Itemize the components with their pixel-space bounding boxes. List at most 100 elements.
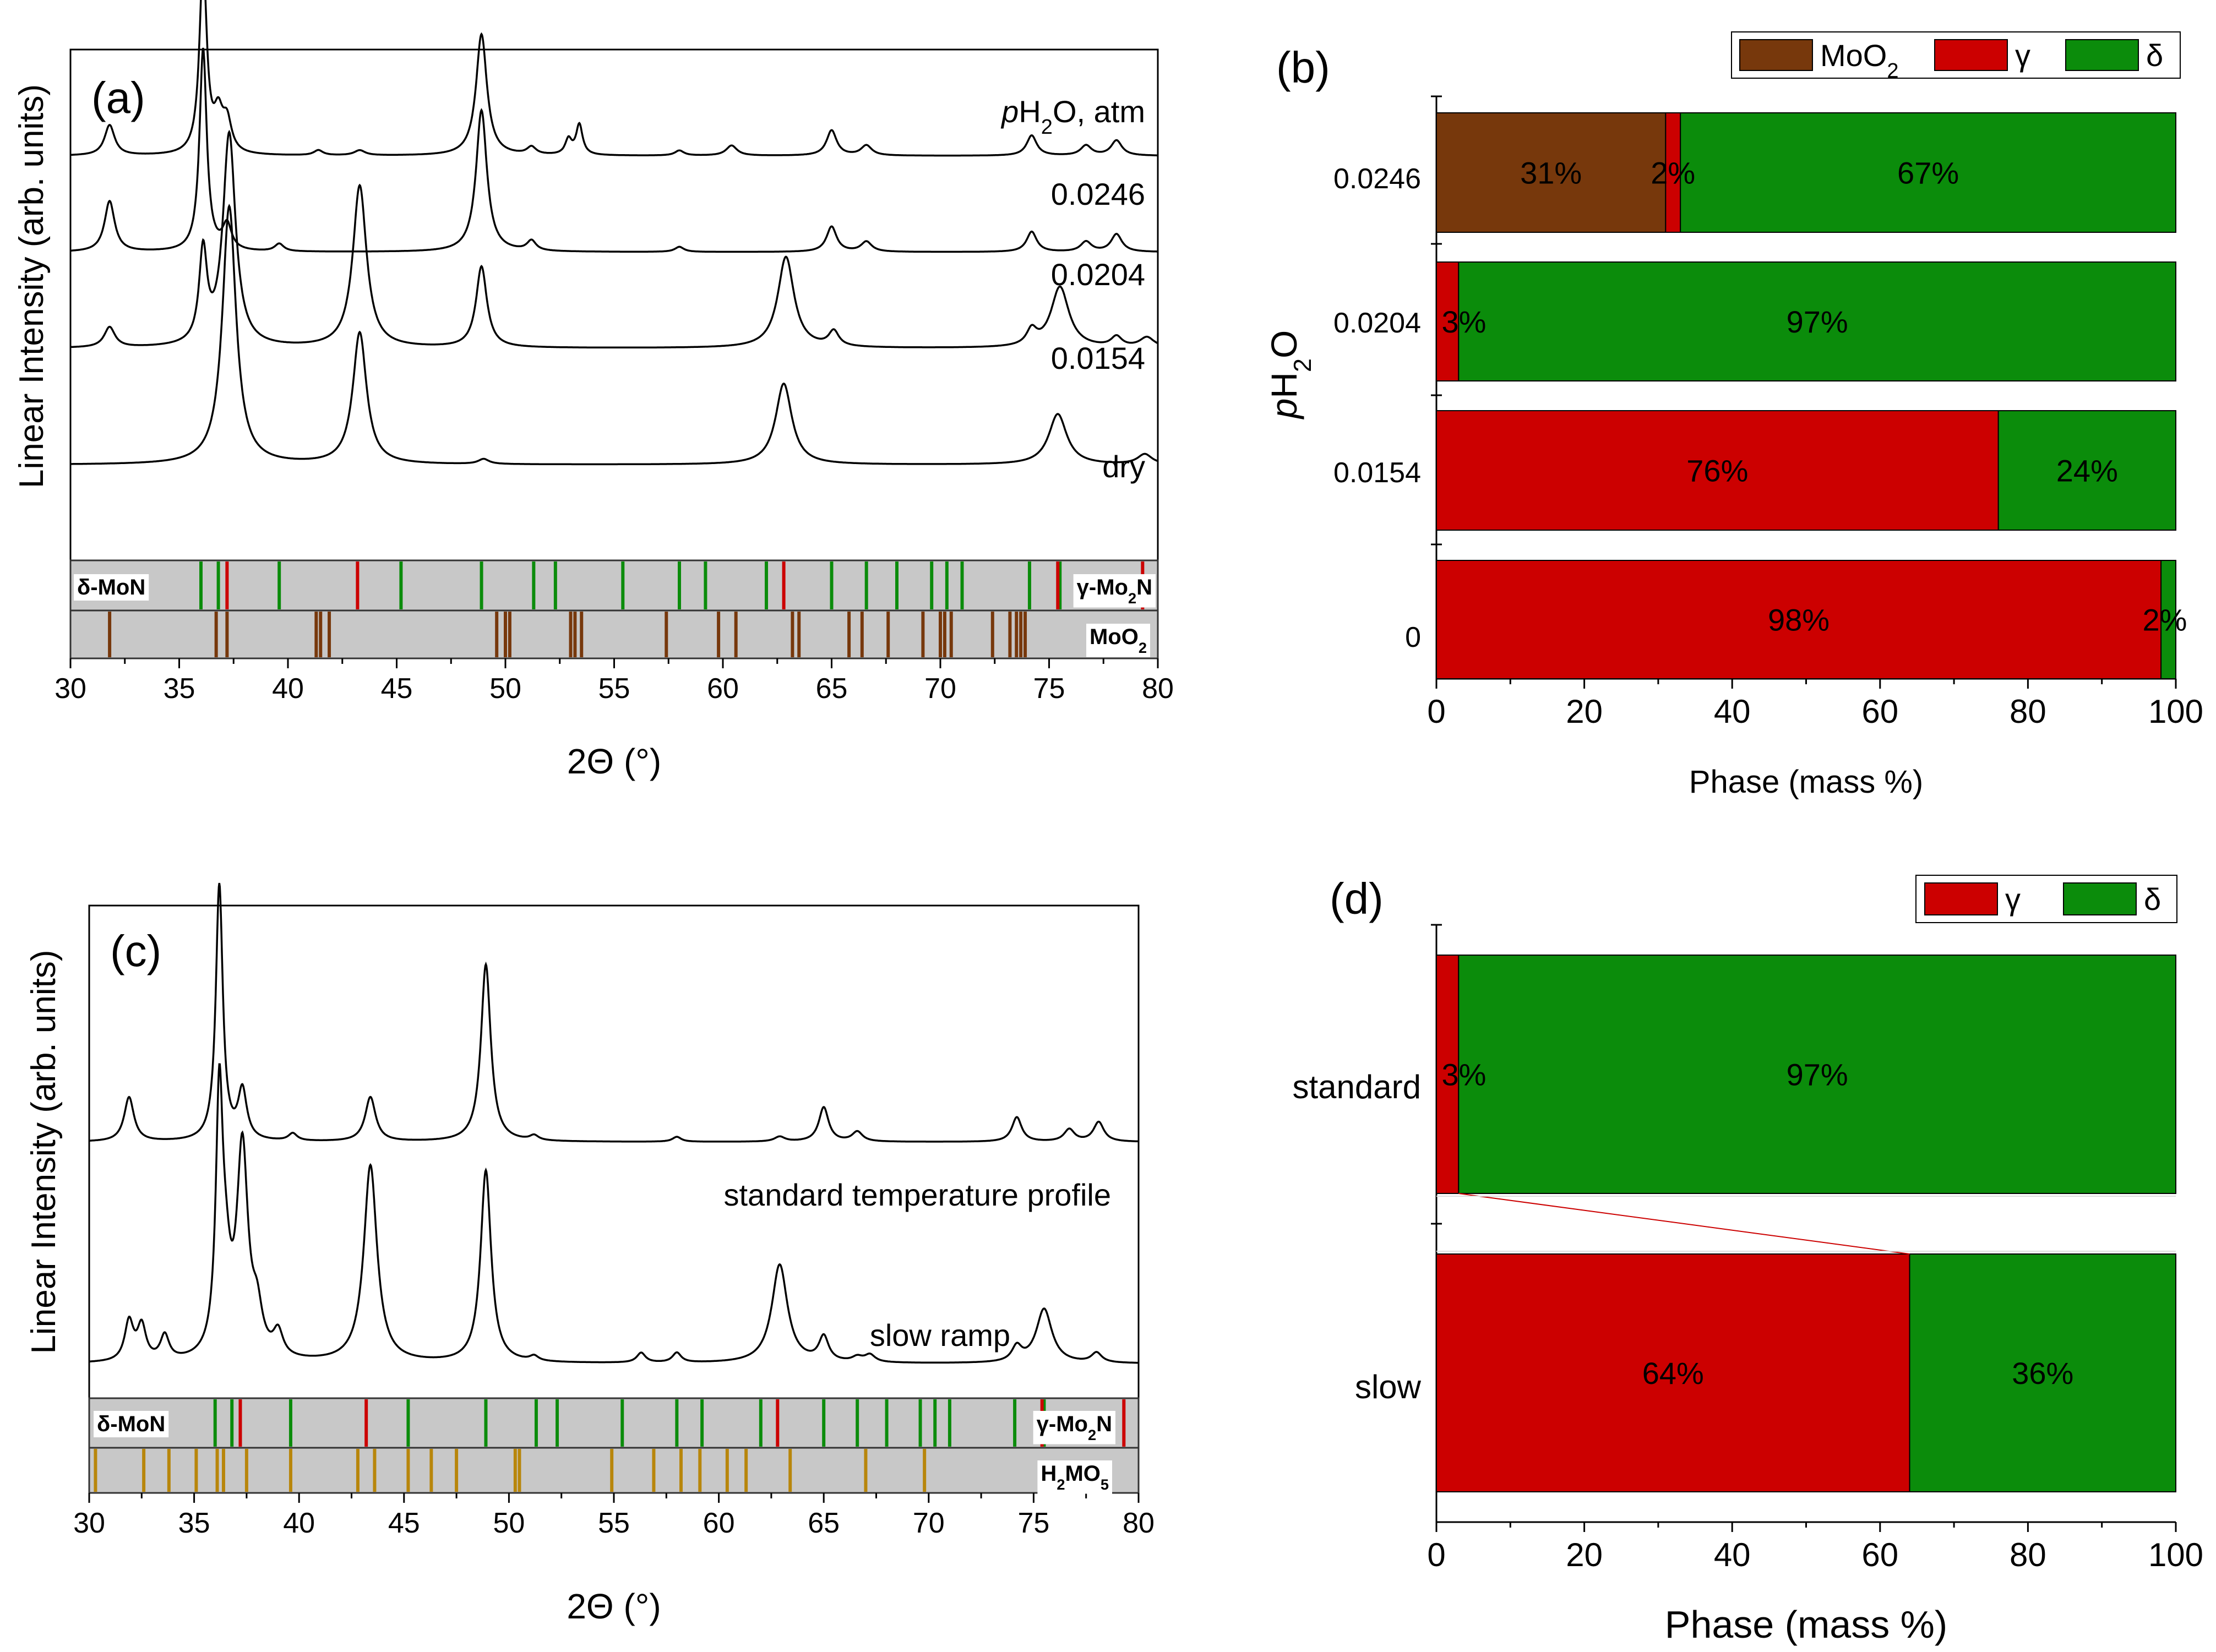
reference-label: δ-MoN (97, 1412, 165, 1436)
x-tick-label: 65 (808, 1507, 840, 1539)
x-axis-label: Phase (mass %) (1665, 1603, 1947, 1646)
reference-label-box (1086, 624, 1150, 657)
bar-value-label: 2% (1651, 156, 1695, 190)
x-tick-label: 70 (913, 1507, 945, 1539)
reference-label-box (1037, 1460, 1112, 1494)
trace-line (70, 0, 1158, 157)
x-tick-label: 40 (272, 673, 304, 705)
x-tick-label: 60 (1861, 693, 1898, 730)
bar-value-label: 24% (2056, 454, 2118, 488)
category-label: 0.0154 (1333, 457, 1421, 489)
bar-value-label: 76% (1686, 454, 1748, 488)
series-label: slow ramp (870, 1318, 1010, 1353)
x-axis-label: Phase (mass %) (1689, 764, 1923, 800)
legend-entry: γ (2005, 882, 2021, 917)
bar-segment (1436, 261, 1460, 381)
x-tick-label: 0 (1427, 1536, 1445, 1573)
panel-label: (a) (91, 73, 145, 122)
x-tick-label: 80 (2010, 693, 2046, 730)
bar-segment (1436, 112, 1667, 233)
x-tick-label: 100 (2148, 1536, 2203, 1573)
x-tick-label: 45 (381, 673, 413, 705)
x-tick-label: 35 (178, 1507, 210, 1539)
reference-label: δ-MoN (77, 575, 145, 599)
trace-line (70, 129, 1158, 349)
reference-label-box (94, 1411, 169, 1437)
reference-label: MoO2 (1090, 625, 1147, 656)
x-tick-label: 40 (283, 1507, 315, 1539)
bar-panel-1 (1431, 31, 2181, 689)
x-tick-label: 55 (598, 1507, 630, 1539)
bar-value-label: 97% (1787, 1057, 1848, 1092)
x-tick-label: 60 (703, 1507, 735, 1539)
bar-segment (1436, 1253, 1910, 1492)
category-label: slow (1355, 1369, 1422, 1405)
reference-band (88, 1397, 1140, 1449)
x-tick-label: 40 (1714, 693, 1751, 730)
x-tick-label: 45 (388, 1507, 420, 1539)
reference-label-box (1073, 574, 1156, 608)
series-label: standard temperature profile (724, 1177, 1112, 1212)
x-tick-label: 40 (1714, 1536, 1751, 1573)
bar-value-label: 67% (1897, 156, 1959, 190)
trace-line (89, 882, 1139, 1143)
bar-value-label: 64% (1642, 1356, 1704, 1391)
series-label: 0.0246 (1051, 177, 1145, 211)
legend-entry: γ (2015, 38, 2030, 73)
bar-value-label: 3% (1442, 1057, 1487, 1092)
x-tick-label: 0 (1427, 693, 1445, 730)
x-tick-label: 20 (1566, 1536, 1603, 1573)
x-axis-label: 2Θ (°) (567, 1586, 661, 1626)
bar-value-label: 2% (2143, 603, 2187, 637)
x-tick-label: 65 (816, 673, 848, 705)
legend-swatch (1739, 39, 1813, 71)
bar-segment (1680, 112, 2176, 233)
x-tick-label: 30 (73, 1507, 105, 1539)
x-tick-label: 80 (2010, 1536, 2046, 1573)
reference-label-box (1033, 1411, 1115, 1444)
x-tick-label: 30 (55, 673, 86, 705)
reference-label-box (74, 574, 149, 601)
y-axis-label: Linear Intensity (arb. units) (25, 950, 63, 1354)
bar-value-label: 36% (2012, 1356, 2073, 1391)
reference-label: γ-Mo2N (1077, 575, 1152, 607)
y-axis-label: Linear Intensity (arb. units) (13, 84, 51, 488)
legend-swatch (2063, 882, 2137, 915)
bar-value-label: 3% (1442, 304, 1487, 339)
legend-swatch (1934, 39, 2008, 71)
panel-label: (d) (1330, 874, 1384, 923)
x-tick-label: 80 (1123, 1507, 1155, 1539)
series-label: 0.0204 (1051, 257, 1145, 292)
x-tick-label: 60 (707, 673, 739, 705)
legend-entry: δ (2146, 38, 2163, 73)
x-tick-label: 50 (493, 1507, 525, 1539)
bar-segment (1436, 955, 1460, 1194)
reference-band (69, 609, 1159, 659)
bar-segment (1458, 955, 2176, 1194)
x-tick-label: 100 (2148, 693, 2203, 730)
legend-entry: δ (2144, 882, 2161, 917)
category-label: 0.0246 (1333, 163, 1421, 195)
x-tick-label: 50 (489, 673, 521, 705)
xrd-panel-2 (88, 882, 1140, 1503)
connector-line (1458, 1193, 1910, 1255)
panel-label: (c) (110, 926, 161, 975)
trace-line (70, 204, 1158, 466)
category-label: 0.0204 (1333, 307, 1421, 339)
series-label: dry (1102, 449, 1145, 484)
legend-entry: MoO2 (1820, 38, 1899, 83)
legend-swatch (2065, 39, 2139, 71)
xrd-panel-0 (69, 0, 1159, 668)
series-label: 0.0154 (1051, 341, 1145, 375)
bar-panel-3 (1431, 875, 2177, 1532)
trace-line (70, 47, 1158, 253)
bar-segment (1436, 560, 2162, 679)
category-label: 0 (1405, 621, 1421, 653)
legend-swatch (1924, 882, 1998, 915)
x-tick-label: 70 (924, 673, 956, 705)
reference-label: H2MO5 (1041, 1462, 1109, 1493)
reference-label: γ-Mo2N (1037, 1412, 1112, 1443)
bar-segment (1997, 410, 2176, 531)
reference-band (88, 1447, 1140, 1494)
